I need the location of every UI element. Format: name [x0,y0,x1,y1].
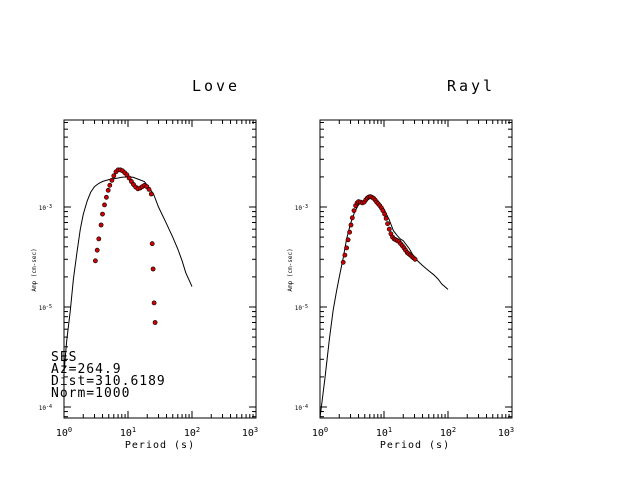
annotation-distance: Dist=310.6189 [51,374,166,389]
observed-point [98,222,104,228]
axis-ticks [319,120,513,418]
panel-title: Love [192,77,240,95]
x-axis-label: Period (s) [125,440,195,451]
annotation-azimuth: Az=264.9 [51,362,122,377]
observed-point [107,182,113,188]
x-tick-label: 102 [440,426,456,439]
annotation-norm: Norm=1000 [51,386,130,401]
x-tick-label: 101 [376,426,392,439]
x-tick-label: 103 [242,426,258,439]
observed-point [150,266,156,272]
observed-point [342,252,348,258]
model-curve [319,197,449,419]
observed-point [126,175,132,181]
observed-point [348,222,354,228]
y-tick-label: 10-3 [39,204,52,212]
love-panel: Love Period (s) Amp (cm-sec) 100 101 102… [31,77,258,451]
observed-point [148,191,154,197]
y-tick-labels: 10-3 10-5 10-4 [295,204,308,412]
x-tick-label: 101 [120,426,136,439]
observed-point [340,259,346,265]
panel-title: Rayl [447,77,495,95]
observed-point [124,172,130,178]
observed-point [345,237,351,243]
y-tick-labels: 10-3 10-5 10-4 [39,204,52,412]
observed-point [412,256,418,262]
observed-point [94,247,100,253]
y-tick-label: 10-5 [39,304,52,312]
observed-point [347,229,352,235]
x-axis-label: Period (s) [380,440,450,451]
rayleigh-panel: Rayl Period (s) Amp (cm-sec) 100 101 102… [287,77,514,451]
x-tick-label: 100 [312,426,328,439]
observed-point [386,226,392,232]
y-tick-label: 10-5 [295,304,308,312]
observed-point [351,208,357,213]
observed-point [104,194,109,200]
observed-point [111,173,117,179]
observed-point [152,320,158,325]
y-tick-label: 10-3 [295,204,308,212]
observed-point [93,258,98,264]
observed-point [151,300,157,306]
series-layer [319,194,449,419]
y-tick-label: 10-4 [295,404,308,412]
series-layer [63,167,193,373]
y-tick-label: 10-4 [39,404,52,412]
y-axis-label: Amp (cm-sec) [287,248,294,291]
observed-point [383,215,389,221]
observed-point [385,221,390,227]
plot-frame [319,119,513,419]
y-axis-label: Amp (cm-sec) [31,248,38,291]
x-tick-label: 100 [56,426,72,439]
observed-point [349,215,355,221]
x-tick-label: 103 [498,426,514,439]
x-tick-labels: 100 101 102 103 [56,426,258,439]
model-curve [63,176,193,373]
observed-point [96,236,102,242]
observed-point [102,202,107,208]
observed-point [149,241,155,247]
plot-frame [63,119,257,419]
observed-point [382,211,387,217]
observed-point [100,211,105,217]
axis-ticks [63,120,257,418]
observed-point [146,186,152,192]
station-annotation: SES Az=264.9 Dist=310.6189 Norm=1000 [51,350,166,401]
observed-point [109,177,115,183]
x-tick-label: 102 [184,426,200,439]
x-tick-labels: 100 101 102 103 [312,426,514,439]
annotation-station: SES [51,350,77,365]
observed-point [344,245,349,251]
observed-point [105,187,111,193]
